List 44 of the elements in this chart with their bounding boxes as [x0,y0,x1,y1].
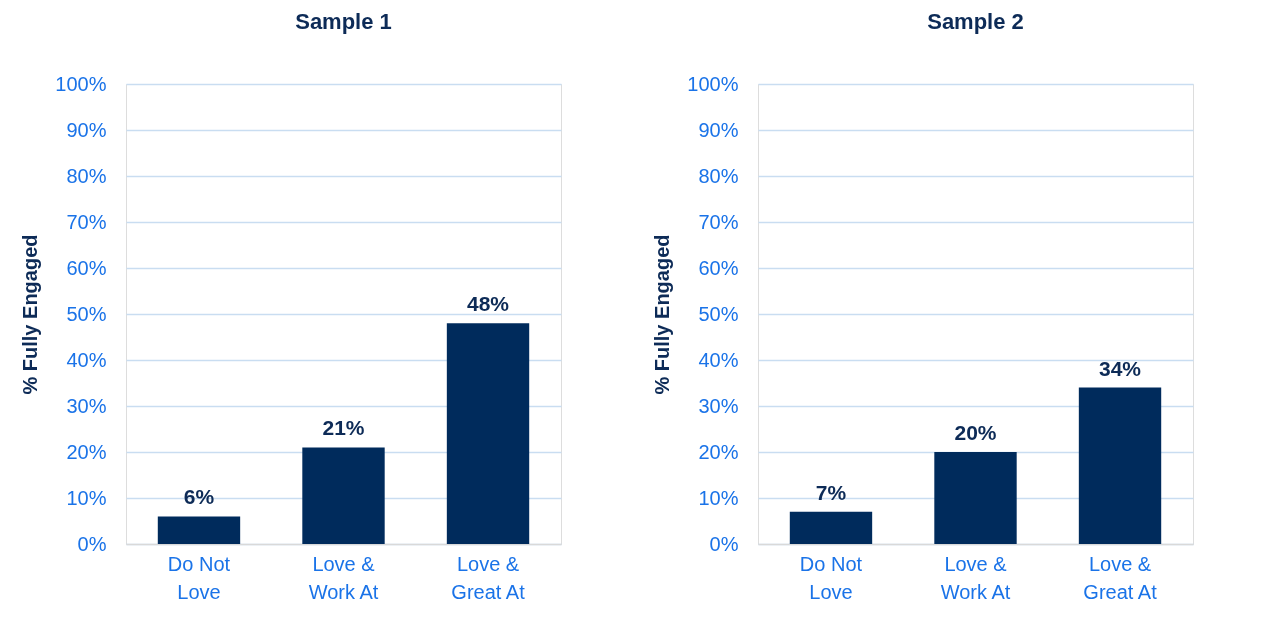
bar [789,511,873,544]
x-tick-label: Love & Work At [308,552,379,603]
y-tick-label: 0% [709,532,739,555]
y-tick-label: 90% [66,118,107,141]
y-tick-label: 0% [77,532,107,555]
x-tick-label: Do Not Love [799,552,863,603]
chart-title: Sample 2 [927,9,1024,34]
y-tick-label: 20% [698,440,739,463]
data-label: 6% [183,485,215,509]
data-label: 21% [322,416,365,440]
data-label: 20% [954,421,997,444]
x-tick-label: Love & Work At [940,552,1011,603]
y-tick-label: 90% [698,118,739,141]
x-tick-label: Love & Great At [451,552,526,603]
y-tick-label: 50% [66,302,107,325]
y-tick-label: 80% [66,164,107,187]
y-tick-label: 100% [55,72,107,95]
data-label: 34% [1099,356,1142,380]
y-tick-label: 60% [66,256,107,279]
y-tick-label: 50% [698,302,739,325]
bar [302,447,385,544]
y-tick-label: 10% [698,486,739,509]
y-tick-label: 40% [66,348,107,371]
y-tick-label: 80% [698,164,739,187]
chart-title: Sample 1 [295,9,392,34]
data-label: 7% [815,480,847,504]
y-tick-label: 40% [698,348,739,371]
y-tick-label: 60% [698,256,739,279]
y-axis-title: % Fully Engaged [19,234,42,395]
y-tick-label: 30% [66,394,107,417]
y-axis-title: % Fully Engaged [651,234,674,395]
y-tick-label: 10% [66,486,107,509]
bar [934,452,1017,544]
bar [157,516,241,544]
y-tick-label: 100% [687,72,739,95]
bar [1078,387,1162,544]
bar [446,323,530,544]
y-tick-label: 30% [698,394,739,417]
x-tick-label: Love & Great At [1083,552,1158,603]
y-tick-label: 70% [66,210,107,233]
x-tick-label: Do Not Love [167,552,231,603]
data-label: 48% [467,292,510,316]
y-tick-label: 70% [698,210,739,233]
y-tick-label: 20% [66,440,107,463]
